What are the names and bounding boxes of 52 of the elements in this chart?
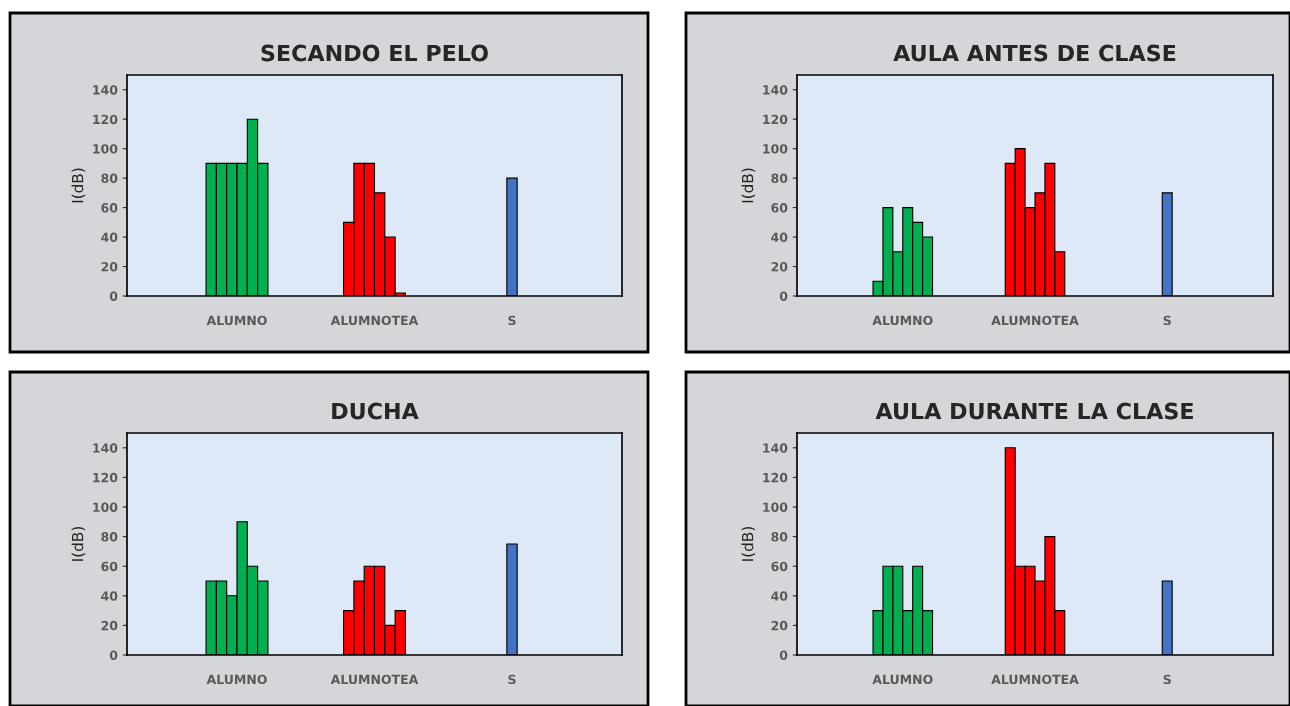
y-tick-label: 60	[771, 561, 788, 572]
x-tick-label: S	[1163, 674, 1171, 685]
y-tick-label: 20	[101, 262, 118, 272]
y-tick-label: 120	[763, 114, 788, 125]
y-tick-label: 20	[771, 262, 788, 272]
y-tick-label: 40	[101, 591, 118, 601]
y-tick-label: 140	[763, 443, 788, 453]
y-axis-title: I(dB)	[741, 527, 756, 561]
y-tick-label: 80	[771, 532, 788, 542]
y-tick-label: 40	[771, 232, 788, 242]
y-tick-label: 0	[779, 650, 788, 660]
y-tick-label: 140	[93, 443, 118, 453]
x-tick-label: S	[508, 315, 516, 326]
y-tick-label: 100	[763, 144, 788, 154]
x-tick-label: ALUMNO	[206, 674, 267, 685]
x-tick-label: ALUMNO	[872, 674, 933, 685]
x-tick-label: ALUMNOTEA	[991, 674, 1079, 685]
y-tick-label: 100	[93, 502, 118, 512]
y-tick-label: 120	[93, 472, 118, 483]
y-tick-label: 40	[771, 591, 788, 601]
chart-title: AULA ANTES DE CLASE	[893, 44, 1176, 62]
y-tick-label: 60	[101, 561, 118, 572]
x-tick-label: ALUMNOTEA	[330, 315, 419, 326]
y-tick-label: 20	[771, 620, 788, 631]
y-tick-label: 140	[763, 85, 788, 95]
y-tick-label: 20	[101, 620, 118, 631]
y-tick-label: 0	[109, 650, 118, 660]
x-tick-label: S	[1163, 315, 1171, 326]
y-tick-label: 80	[101, 532, 118, 542]
y-tick-label: 100	[93, 144, 118, 154]
y-tick-label: 80	[101, 173, 118, 184]
x-tick-label: ALUMNOTEA	[991, 315, 1079, 326]
x-tick-label: ALUMNO	[206, 315, 267, 326]
y-tick-label: 100	[763, 502, 788, 512]
y-tick-label: 60	[771, 203, 788, 213]
x-tick-label: ALUMNO	[872, 315, 933, 326]
y-tick-label: 60	[101, 203, 118, 213]
y-tick-label: 0	[109, 291, 118, 301]
y-tick-label: 120	[763, 472, 788, 483]
chart-title: AULA DURANTE LA CLASE	[875, 402, 1193, 420]
y-tick-label: 40	[101, 232, 118, 242]
y-axis-title: I(dB)	[71, 527, 86, 561]
y-tick-label: 120	[93, 114, 118, 125]
x-tick-label: ALUMNOTEA	[330, 674, 419, 685]
y-axis-title: I(dB)	[71, 168, 86, 203]
chart-title: DUCHA	[332, 402, 419, 420]
x-tick-label: S	[508, 674, 516, 685]
y-tick-label: 140	[93, 85, 118, 95]
y-tick-label: 80	[771, 173, 788, 184]
chart-title: SECANDO EL PELO	[261, 44, 488, 62]
y-tick-label: 0	[779, 291, 788, 301]
y-axis-title: I(dB)	[741, 168, 756, 203]
